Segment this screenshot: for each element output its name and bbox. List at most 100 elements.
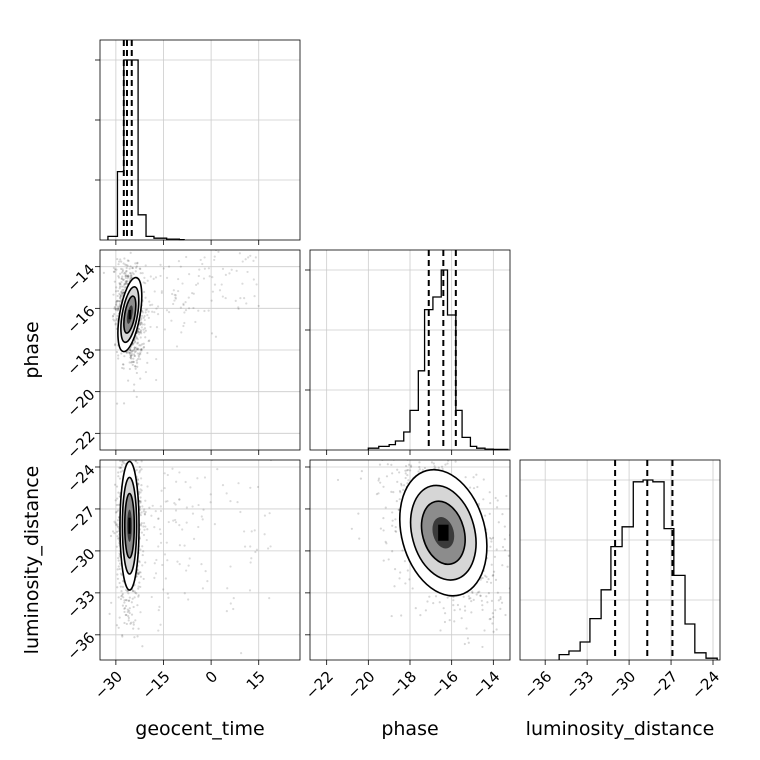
scatter-geocent-time-vs-phase-tail-point [254,256,257,259]
scatter-geocent-time-vs-luminosity-distance-tail-point [196,477,199,480]
scatter-geocent-time-vs-luminosity-distance-tail-point [151,504,154,507]
scatter-geocent-time-vs-phase-point [126,259,129,262]
scatter-geocent-time-vs-luminosity-distance-point [133,596,136,599]
scatter-geocent-time-vs-luminosity-distance-point [143,513,147,516]
scatter-geocent-time-vs-luminosity-distance-point [116,519,120,522]
scatter-geocent-time-vs-phase-point [139,377,142,380]
scatter-geocent-time-vs-luminosity-distance-tail-point [172,519,175,522]
scatter-phase-vs-luminosity-distance-point [382,517,385,520]
scatter-geocent-time-vs-luminosity-distance-point [131,597,134,600]
scatter-phase-vs-luminosity-distance-point [423,466,427,470]
scatter-geocent-time-vs-luminosity-distance-point [142,550,145,553]
scatter-phase-vs-luminosity-distance-contour [398,468,488,597]
scatter-geocent-time-vs-phase-tail-point [153,290,156,293]
scatter-geocent-time-vs-luminosity-distance-tail-point [165,541,168,544]
scatter-phase-vs-luminosity-distance-point [398,577,401,580]
scatter-geocent-time-vs-phase-point [125,266,128,270]
scatter-geocent-time-vs-phase-point [116,305,120,308]
scatter-geocent-time-vs-phase-tail-point [235,269,238,272]
scatter-geocent-time-vs-phase-point [120,271,124,274]
scatter-geocent-time-vs-phase-point [140,348,143,351]
scatter-geocent-time-vs-phase-point [132,360,135,364]
scatter-phase-vs-luminosity-distance-point [468,597,471,600]
scatter-phase-vs-luminosity-distance-point [499,607,502,610]
scatter-geocent-time-vs-luminosity-distance-tail-point [143,528,146,531]
scatter-phase-vs-luminosity-distance-point [358,537,361,540]
scatter-phase-vs-luminosity-distance-point [478,590,481,593]
axis-labels: geocent_time phase luminosity_distance p… [21,321,714,740]
scatter-phase-vs-luminosity-distance-point [448,619,451,622]
scatter-geocent-time-vs-phase-tail-point [246,270,249,274]
scatter-phase-vs-luminosity-distance-point [394,518,397,521]
scatter-geocent-time-vs-phase-point [141,311,145,314]
scatter-phase-vs-luminosity-distance-point [390,490,393,494]
scatter-phase-vs-luminosity-distance-point [408,578,411,581]
scatter-geocent-time-vs-phase-point [116,308,120,311]
scatter-geocent-time-vs-phase-point [118,292,121,295]
scatter-geocent-time-vs-luminosity-distance-point [116,535,119,538]
scatter-geocent-time-vs-phase-point [121,268,124,271]
scatter-geocent-time-vs-phase-point [115,300,118,303]
scatter-phase-vs-luminosity-distance-point [401,549,404,552]
scatter-geocent-time-vs-luminosity-distance-point [111,530,115,533]
scatter-geocent-time-vs-phase-tail-point [197,274,200,278]
ylabel-luminosity-distance: luminosity_distance [21,466,43,655]
scatter-phase-vs-luminosity-distance-point [394,529,397,533]
scatter-geocent-time-vs-phase-tail-point [144,296,147,299]
scatter-geocent-time-vs-phase-point [131,271,134,274]
scatter-geocent-time-vs-phase-point [113,280,116,283]
scatter-geocent-time-vs-phase-tail-point [155,326,159,329]
scatter-geocent-time-vs-luminosity-distance-tail-point [142,521,146,525]
scatter-phase-vs-luminosity-distance-point [468,486,472,489]
scatter-geocent-time-vs-luminosity-distance-tail-point [144,499,147,502]
scatter-geocent-time-vs-phase-tail-point [217,250,220,253]
scatter-geocent-time-vs-phase-tail-point [151,303,154,306]
scatter-geocent-time-vs-phase-tail-point [214,335,218,338]
scatter-geocent-time-vs-luminosity-distance-tail-point [166,500,169,503]
scatter-geocent-time-vs-luminosity-distance-point [128,611,131,615]
scatter-geocent-time-vs-luminosity-distance-point [134,460,137,463]
scatter-geocent-time-vs-luminosity-distance-point [134,591,137,594]
scatter-geocent-time-vs-luminosity-distance-point [144,561,147,564]
scatter-phase-vs-luminosity-distance-point [494,609,497,612]
scatter-phase-vs-luminosity-distance-point [400,614,403,617]
scatter-phase-vs-luminosity-distance-point [492,615,495,619]
scatter-geocent-time-vs-luminosity-distance-point [109,534,113,538]
scatter-geocent-time-vs-phase-tail-point [160,291,163,295]
scatter-phase-vs-luminosity-distance-contour [420,500,466,566]
scatter-geocent-time-vs-phase-point [123,257,126,260]
scatter-geocent-time-vs-phase-point [121,366,124,370]
scatter-geocent-time-vs-phase-tail-point [182,324,185,328]
scatter-geocent-time-vs-luminosity-distance-point [125,622,128,626]
scatter-geocent-time-vs-luminosity-distance-point [122,460,125,463]
scatter-geocent-time-vs-phase-tail-point [171,292,174,296]
scatter-geocent-time-vs-luminosity-distance-point [118,477,122,480]
scatter-geocent-time-vs-phase-point [130,361,133,364]
scatter-phase-vs-luminosity-distance-point [409,469,412,472]
hist-luminosity-distance-steps [558,479,718,660]
scatter-geocent-time-vs-phase-tail-point [220,283,223,286]
scatter-phase-vs-luminosity-distance-point [404,472,407,475]
scatter-geocent-time-vs-phase-content [102,250,260,405]
scatter-geocent-time-vs-phase-tail-point [147,316,150,319]
scatter-phase-vs-luminosity-distance-point [501,564,504,567]
scatter-geocent-time-vs-phase-point [117,357,120,360]
scatter-geocent-time-vs-phase-frame [99,249,301,451]
scatter-geocent-time-vs-luminosity-distance-tail-point [268,597,271,600]
scatter-geocent-time-vs-phase-point [131,266,134,270]
scatter-geocent-time-vs-phase-point [146,351,149,355]
scatter-geocent-time-vs-phase-point [139,321,143,324]
scatter-geocent-time-vs-phase-tail-point [174,296,177,299]
scatter-geocent-time-vs-luminosity-distance-tail-point [157,545,160,548]
scatter-geocent-time-vs-phase-point [121,275,124,278]
scatter-geocent-time-vs-luminosity-distance-point [124,607,127,610]
scatter-phase-vs-luminosity-distance-point [472,598,475,601]
scatter-geocent-time-vs-luminosity-distance-tail-point [249,561,252,564]
scatter-phase-vs-luminosity-distance-point [497,521,500,524]
scatter-geocent-time-vs-phase-tail-point [213,255,216,258]
scatter-geocent-time-vs-luminosity-distance-tail-point [249,486,252,489]
scatter-phase-vs-luminosity-distance-contour [409,484,477,581]
xlabel-phase: phase [381,718,438,740]
scatter-geocent-time-vs-phase-tail-point [210,299,213,302]
scatter-geocent-time-vs-luminosity-distance-point [144,510,147,514]
